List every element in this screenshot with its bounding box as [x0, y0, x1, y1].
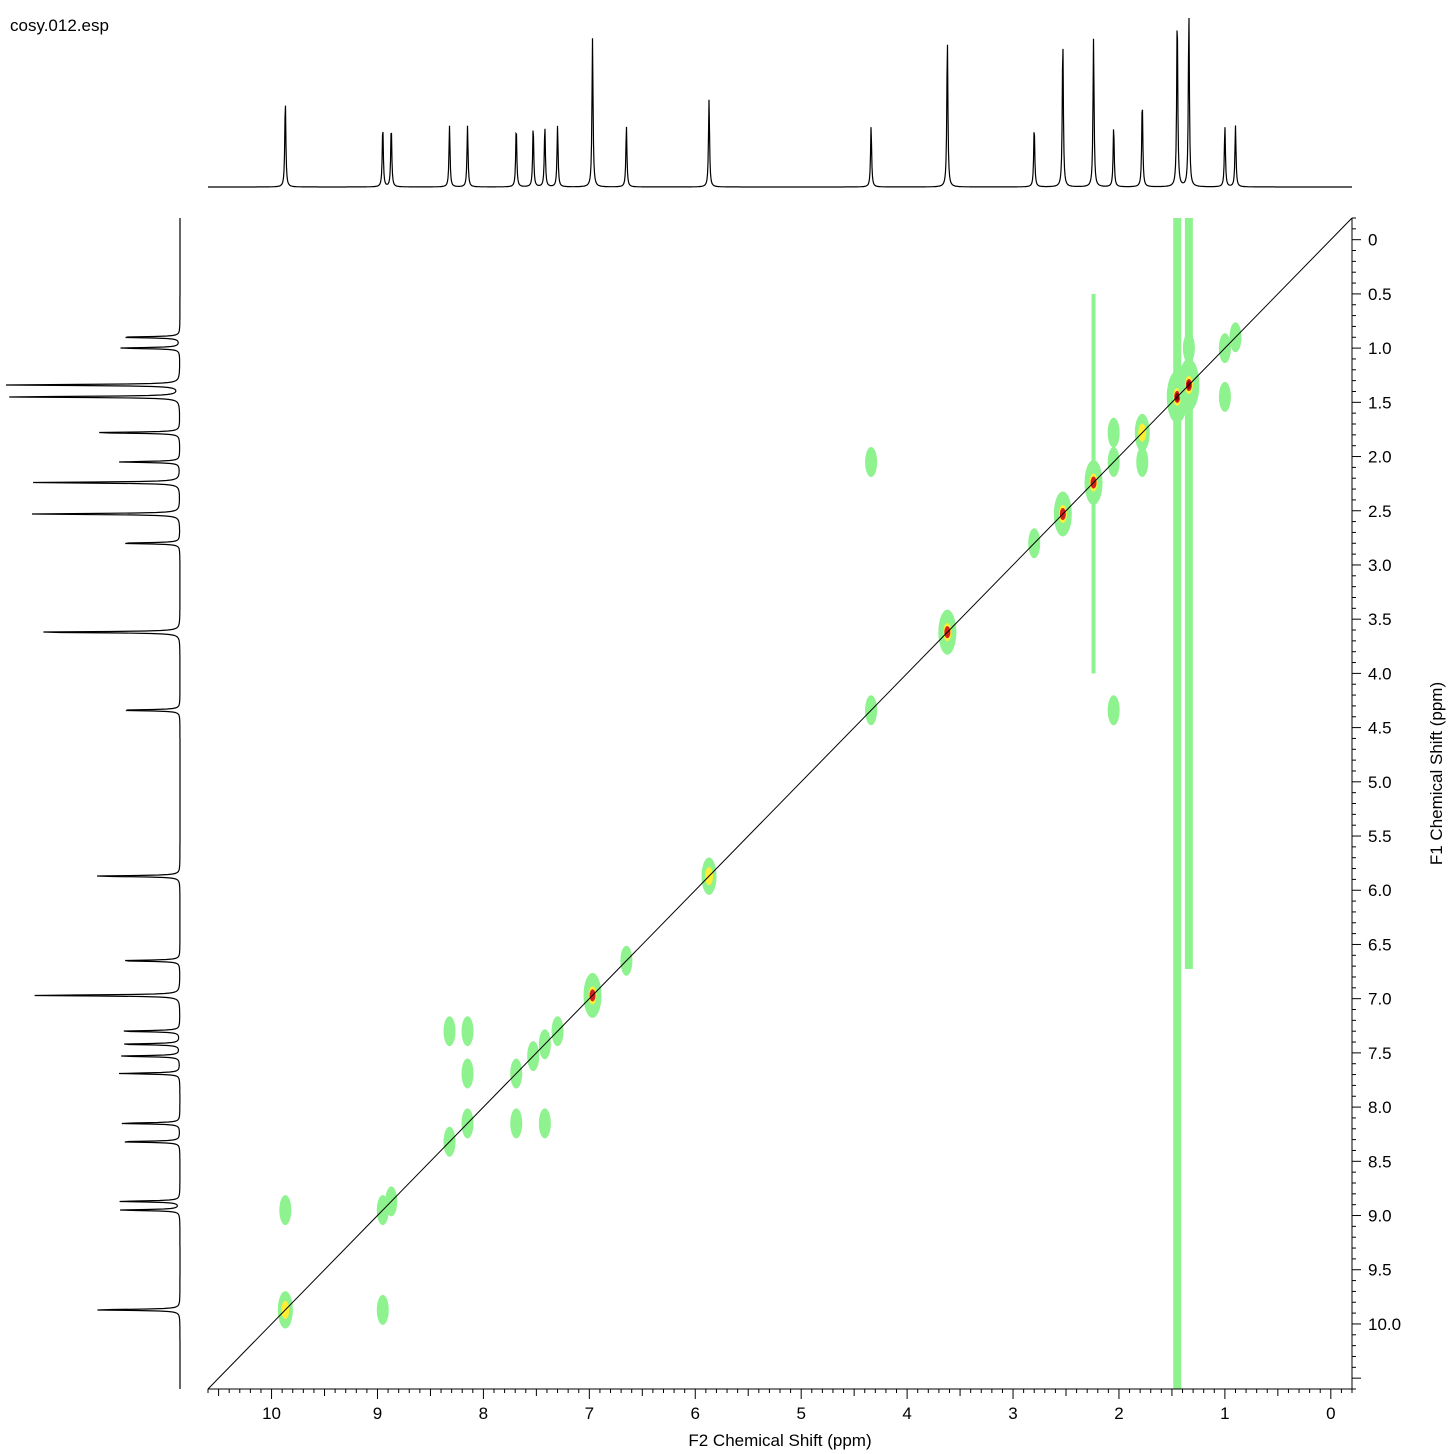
x-tick-label: 5: [796, 1404, 805, 1423]
x-tick-label: 8: [479, 1404, 488, 1423]
cross-peak: [1136, 446, 1149, 477]
f2-projection-spectrum: [208, 17, 1352, 188]
f1-projection-spectrum: [5, 218, 181, 1389]
cross-peak: [461, 1016, 474, 1047]
y-tick-label: 6.0: [1368, 881, 1392, 900]
f1-projection-trace: [5, 218, 181, 1389]
cross-peak: [443, 1016, 456, 1047]
y-tick-label: 8.0: [1368, 1098, 1392, 1117]
x-tick-label: 6: [691, 1404, 700, 1423]
y-tick-label: 0: [1368, 231, 1377, 250]
y-axis: 0 0.5 1.0 1.5 2.0 2.5 3.0 3.5 4.0 4.5 5.0 5.5 6.0 6.5…: [1351, 217, 1401, 1390]
t1-noise-streak: [1173, 218, 1182, 1389]
y-tick-label: 5.5: [1368, 827, 1392, 846]
y-tick-label: 4.5: [1368, 719, 1392, 738]
y-tick-label: 0.5: [1368, 285, 1392, 304]
x-tick-label: 10: [262, 1404, 281, 1423]
y-tick-label: 5.0: [1368, 773, 1392, 792]
cross-peak: [538, 1108, 551, 1139]
y-tick-label: 7.5: [1368, 1044, 1392, 1063]
x-tick-label: 1: [1220, 1404, 1229, 1423]
cross-peak: [279, 1195, 292, 1226]
y-tick-label: 2.5: [1368, 502, 1392, 521]
cross-peak: [865, 446, 878, 477]
cross-peak: [461, 1058, 474, 1089]
y-tick-label: 9.0: [1368, 1207, 1392, 1226]
x-tick-label: 2: [1114, 1404, 1123, 1423]
cross-peak: [1107, 417, 1120, 448]
cross-peak: [1218, 381, 1231, 412]
y-tick-label: 6.5: [1368, 935, 1392, 954]
file-name-label: cosy.012.esp: [10, 16, 109, 35]
y-tick-label: 10.0: [1368, 1315, 1401, 1334]
x-tick-label: 7: [585, 1404, 594, 1423]
x-tick-label: 4: [902, 1404, 911, 1423]
x-axis-title: F2 Chemical Shift (ppm): [688, 1431, 871, 1450]
y-tick-label: 4.0: [1368, 664, 1392, 683]
y-tick-label: 9.5: [1368, 1261, 1392, 1280]
t1-noise-streak: [1184, 218, 1193, 969]
y-tick-label: 2.0: [1368, 448, 1392, 467]
y-axis-title: F1 Chemical Shift (ppm): [1427, 682, 1446, 865]
diagonal-line: [207, 217, 1353, 1390]
x-tick-label: 9: [373, 1404, 382, 1423]
y-tick-label: 7.0: [1368, 990, 1392, 1009]
x-axis: 10 9 8 7 6 5 4 3 2 1 0: [207, 1388, 1353, 1423]
f2-projection-trace: [208, 17, 1352, 188]
y-tick-label: 8.5: [1368, 1152, 1392, 1171]
y-tick-label: 3.0: [1368, 556, 1392, 575]
cross-peak: [376, 1294, 389, 1325]
x-tick-label: 0: [1326, 1404, 1335, 1423]
y-tick-label: 3.5: [1368, 610, 1392, 629]
y-tick-label: 1.5: [1368, 393, 1392, 412]
y-tick-label: 1.0: [1368, 339, 1392, 358]
cross-peak: [1182, 333, 1195, 364]
x-tick-label: 3: [1008, 1404, 1017, 1423]
cross-peak: [1107, 695, 1120, 726]
cross-peak: [510, 1108, 523, 1139]
contour-peaks: [277, 218, 1242, 1389]
